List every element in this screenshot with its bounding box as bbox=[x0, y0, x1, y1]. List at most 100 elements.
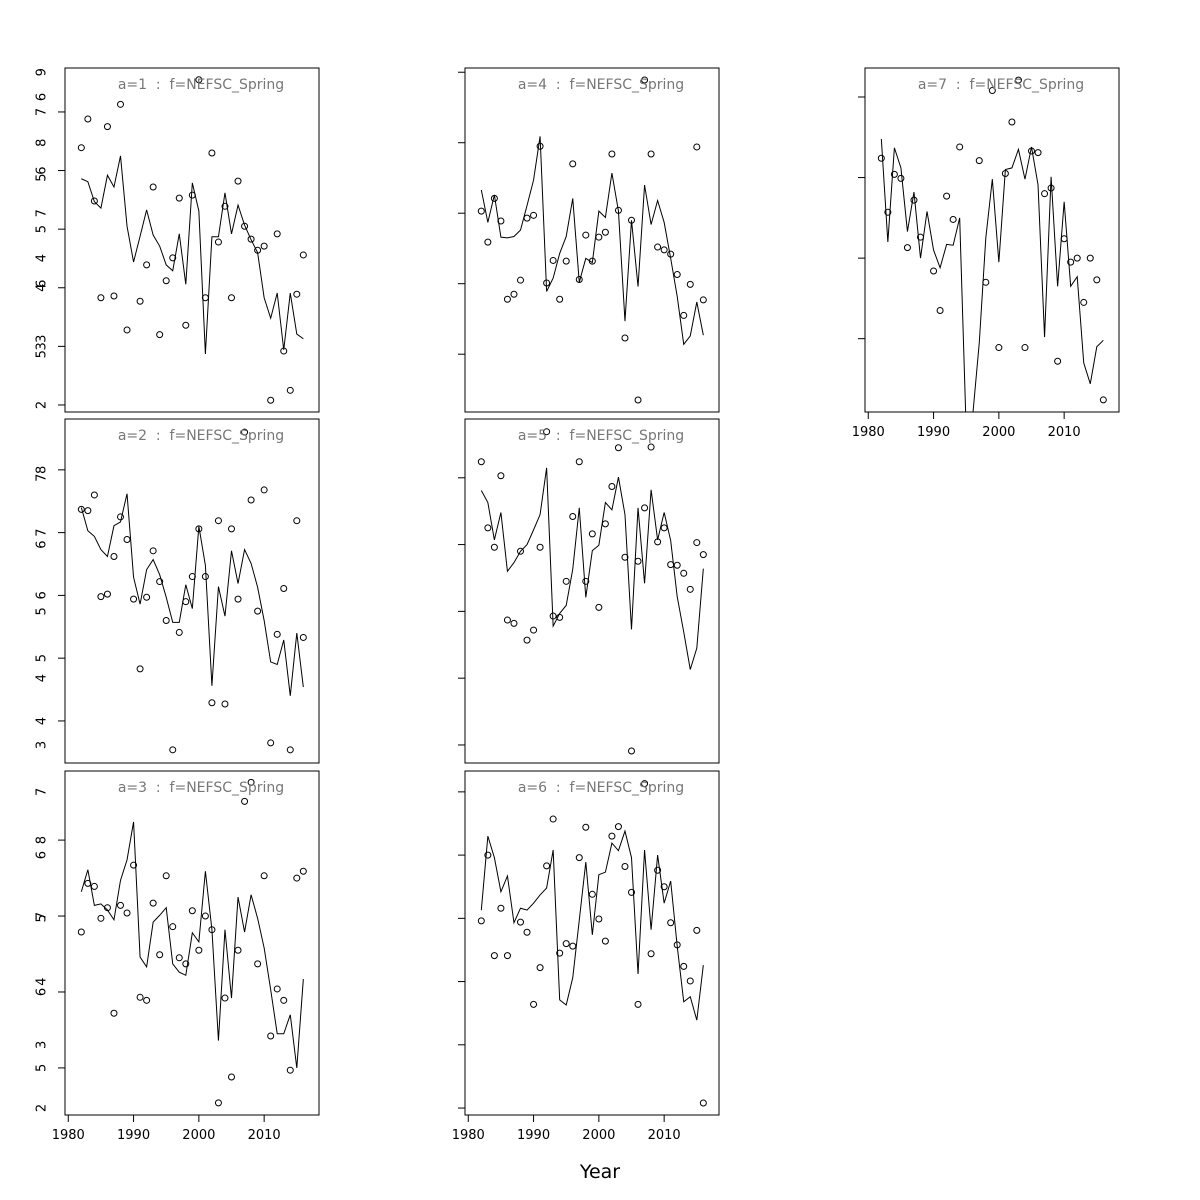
y-tick-label: 3 bbox=[35, 741, 50, 749]
observed-point bbox=[169, 746, 177, 754]
x-tick-label: 1980 bbox=[52, 1128, 85, 1143]
y-tick-label: 2 bbox=[35, 1104, 50, 1112]
observed-point bbox=[260, 486, 268, 494]
observed-point bbox=[601, 228, 609, 236]
observed-point bbox=[523, 636, 531, 644]
y-tick-label: 4 bbox=[35, 674, 50, 682]
observed-point bbox=[608, 482, 616, 490]
observed-point bbox=[693, 143, 701, 151]
observed-point bbox=[247, 778, 255, 786]
y-tick-label: 6 bbox=[35, 988, 50, 996]
observed-point bbox=[1014, 76, 1022, 84]
observed-point bbox=[517, 276, 525, 284]
y-tick-label: 7 bbox=[35, 788, 50, 796]
x-tick-label: 1990 bbox=[517, 1128, 550, 1143]
observed-point bbox=[497, 472, 505, 480]
y-tick-label: 6 bbox=[35, 540, 50, 548]
observed-point bbox=[77, 505, 85, 513]
observed-point bbox=[562, 940, 570, 948]
observed-point bbox=[169, 923, 177, 931]
y-tick-label: 5 bbox=[35, 173, 50, 181]
observed-point bbox=[117, 100, 125, 108]
observed-point bbox=[562, 577, 570, 585]
x-tick-label: 1990 bbox=[117, 1128, 150, 1143]
observed-point bbox=[117, 901, 125, 909]
observed-point bbox=[267, 1032, 275, 1040]
observed-point bbox=[877, 154, 885, 162]
observed-point bbox=[628, 888, 636, 896]
observed-point bbox=[110, 1009, 118, 1017]
fitted-line bbox=[81, 155, 304, 355]
observed-point bbox=[530, 626, 538, 634]
observed-point bbox=[949, 215, 957, 223]
observed-point bbox=[221, 202, 229, 210]
observed-point bbox=[647, 150, 655, 158]
observed-point bbox=[1086, 254, 1094, 262]
y-tick-label: 4 bbox=[35, 254, 50, 262]
observed-point bbox=[299, 867, 307, 875]
fitted-line bbox=[80, 821, 304, 1068]
observed-point bbox=[510, 619, 518, 627]
observed-point bbox=[490, 543, 498, 551]
observed-point bbox=[247, 496, 255, 504]
observed-point bbox=[228, 525, 236, 533]
observed-point bbox=[517, 547, 525, 555]
observed-point bbox=[149, 183, 157, 191]
observed-point bbox=[556, 949, 564, 957]
fitted-line bbox=[480, 467, 704, 670]
observed-point bbox=[156, 331, 164, 339]
observed-point bbox=[136, 993, 144, 1001]
panel-title: a=3 : f=NEFSC_Spring bbox=[118, 780, 284, 796]
observed-point bbox=[503, 952, 511, 960]
observed-point bbox=[634, 396, 642, 404]
observed-point bbox=[260, 872, 268, 880]
observed-point bbox=[188, 907, 196, 915]
observed-point bbox=[543, 428, 551, 436]
observed-point bbox=[143, 996, 151, 1004]
observed-point bbox=[530, 1000, 538, 1008]
observed-point bbox=[286, 386, 294, 394]
observed-point bbox=[175, 628, 183, 636]
observed-point bbox=[641, 780, 649, 788]
observed-point bbox=[1099, 396, 1107, 404]
y-tick-label: 6 bbox=[35, 166, 50, 174]
observed-point bbox=[693, 926, 701, 934]
observed-point bbox=[549, 256, 557, 264]
observed-point bbox=[299, 633, 307, 641]
observed-point bbox=[614, 444, 622, 452]
observed-point bbox=[293, 517, 301, 525]
observed-point bbox=[84, 507, 92, 515]
panel-frame bbox=[64, 418, 320, 764]
observed-point bbox=[162, 617, 170, 625]
y-tick-label: 5 bbox=[35, 225, 50, 233]
observed-point bbox=[988, 87, 996, 95]
observed-point bbox=[103, 590, 111, 598]
observed-point bbox=[77, 144, 85, 152]
observed-point bbox=[530, 211, 538, 219]
observed-point bbox=[654, 243, 662, 251]
observed-point bbox=[208, 699, 216, 707]
y-tick-label: 4 bbox=[35, 977, 50, 985]
observed-point bbox=[260, 242, 268, 250]
observed-point bbox=[536, 543, 544, 551]
observed-point bbox=[130, 861, 138, 869]
observed-point bbox=[660, 524, 668, 532]
observed-point bbox=[214, 238, 222, 246]
panel-frame bbox=[64, 67, 320, 413]
observed-point bbox=[956, 143, 964, 151]
observed-point bbox=[208, 149, 216, 157]
observed-point bbox=[241, 428, 249, 436]
observed-point bbox=[680, 962, 688, 970]
observed-point bbox=[699, 296, 707, 304]
observed-point bbox=[582, 823, 590, 831]
observed-point bbox=[1093, 276, 1101, 284]
y-tick-label: 8 bbox=[35, 836, 50, 844]
x-tick-label: 2010 bbox=[1048, 425, 1081, 440]
observed-point bbox=[654, 866, 662, 874]
x-tick-label: 1980 bbox=[452, 1128, 485, 1143]
observed-point bbox=[195, 946, 203, 954]
x-axis-label: Year bbox=[579, 1161, 620, 1183]
